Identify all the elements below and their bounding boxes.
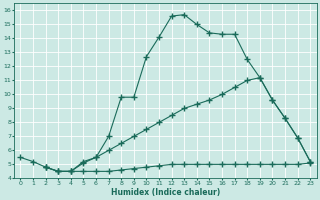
X-axis label: Humidex (Indice chaleur): Humidex (Indice chaleur) — [111, 188, 220, 197]
